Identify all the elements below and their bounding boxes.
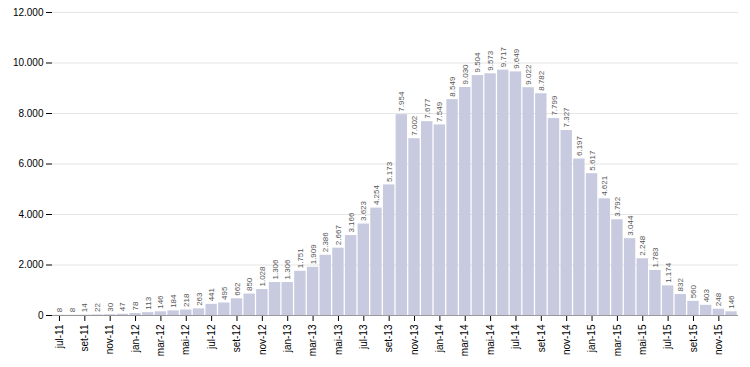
svg-text:jul-14: jul-14: [510, 324, 521, 350]
svg-text:662: 662: [233, 282, 242, 296]
svg-text:mar-12: mar-12: [155, 324, 166, 356]
svg-text:nov-12: nov-12: [257, 324, 268, 355]
svg-text:560: 560: [689, 284, 698, 298]
svg-text:nov-13: nov-13: [409, 324, 420, 355]
svg-text:jan-12: jan-12: [130, 324, 141, 353]
svg-text:146: 146: [156, 295, 165, 309]
svg-text:184: 184: [169, 294, 178, 308]
svg-text:6.197: 6.197: [575, 135, 584, 156]
svg-text:1.306: 1.306: [283, 259, 292, 280]
svg-text:7.799: 7.799: [550, 95, 559, 116]
svg-text:jul-12: jul-12: [206, 324, 217, 350]
svg-text:mai-15: mai-15: [637, 324, 648, 355]
svg-text:8: 8: [68, 307, 77, 312]
svg-text:jul-15: jul-15: [662, 324, 673, 350]
svg-text:8.782: 8.782: [537, 70, 546, 91]
svg-text:403: 403: [702, 288, 711, 302]
svg-text:850: 850: [245, 277, 254, 291]
svg-text:9.504: 9.504: [473, 52, 482, 73]
svg-text:2.667: 2.667: [334, 225, 343, 246]
svg-text:4.254: 4.254: [372, 185, 381, 206]
svg-text:nov-15: nov-15: [713, 324, 724, 355]
svg-text:5.617: 5.617: [588, 150, 597, 171]
svg-text:2.000: 2.000: [18, 259, 43, 270]
svg-text:set-13: set-13: [383, 324, 394, 352]
svg-text:1.028: 1.028: [258, 266, 267, 287]
svg-text:7.327: 7.327: [562, 107, 571, 128]
svg-text:1.783: 1.783: [651, 247, 660, 268]
svg-text:9.573: 9.573: [486, 50, 495, 71]
svg-text:set-12: set-12: [231, 324, 242, 352]
svg-text:7.549: 7.549: [435, 101, 444, 122]
svg-text:jan-14: jan-14: [434, 324, 445, 353]
svg-text:495: 495: [220, 286, 229, 300]
svg-text:7.954: 7.954: [397, 91, 406, 112]
svg-text:2.386: 2.386: [321, 232, 330, 253]
svg-text:set-14: set-14: [536, 324, 547, 352]
svg-text:263: 263: [195, 292, 204, 306]
svg-text:mai-13: mai-13: [333, 324, 344, 355]
svg-text:9.022: 9.022: [524, 64, 533, 85]
svg-text:5.173: 5.173: [385, 161, 394, 182]
svg-text:jul-13: jul-13: [358, 324, 369, 350]
svg-text:3.623: 3.623: [359, 200, 368, 221]
svg-text:1.306: 1.306: [271, 259, 280, 280]
svg-text:4.000: 4.000: [18, 209, 43, 220]
svg-text:mai-14: mai-14: [485, 324, 496, 355]
svg-text:3.166: 3.166: [347, 212, 356, 233]
svg-text:1.174: 1.174: [664, 262, 673, 283]
svg-text:mar-15: mar-15: [612, 324, 623, 356]
svg-text:146: 146: [727, 295, 736, 309]
svg-text:47: 47: [118, 302, 127, 311]
svg-text:jan-13: jan-13: [282, 324, 293, 353]
svg-text:8.549: 8.549: [448, 76, 457, 97]
svg-text:113: 113: [144, 296, 153, 309]
svg-text:832: 832: [676, 278, 685, 292]
svg-text:8.000: 8.000: [18, 108, 43, 119]
svg-text:9.717: 9.717: [499, 47, 508, 68]
svg-text:7.677: 7.677: [423, 98, 432, 119]
svg-text:set-15: set-15: [688, 324, 699, 352]
svg-text:1.909: 1.909: [309, 244, 318, 265]
svg-text:nov-14: nov-14: [561, 324, 572, 355]
svg-text:10.000: 10.000: [13, 57, 44, 68]
svg-text:nov-11: nov-11: [104, 324, 115, 354]
svg-text:12.000: 12.000: [13, 7, 44, 18]
svg-text:22: 22: [93, 302, 102, 311]
svg-text:248: 248: [714, 292, 723, 306]
svg-text:441: 441: [207, 287, 216, 301]
svg-text:6.000: 6.000: [18, 158, 43, 169]
svg-text:8: 8: [55, 307, 64, 312]
svg-text:78: 78: [131, 301, 140, 310]
svg-text:218: 218: [182, 293, 191, 307]
svg-text:9.649: 9.649: [512, 48, 521, 69]
svg-text:3.792: 3.792: [613, 196, 622, 217]
svg-text:14: 14: [80, 303, 89, 312]
svg-text:1.751: 1.751: [296, 248, 305, 269]
svg-text:mar-14: mar-14: [459, 324, 470, 356]
svg-text:set-11: set-11: [79, 324, 90, 351]
svg-text:jan-15: jan-15: [586, 324, 597, 353]
svg-text:9.030: 9.030: [461, 64, 470, 85]
svg-text:mar-13: mar-13: [307, 324, 318, 356]
svg-text:4.621: 4.621: [600, 175, 609, 196]
svg-text:mai-12: mai-12: [180, 324, 191, 355]
svg-text:30: 30: [106, 302, 115, 311]
svg-text:7.002: 7.002: [410, 115, 419, 136]
svg-text:0: 0: [38, 310, 44, 321]
svg-text:jul-11: jul-11: [54, 324, 65, 349]
svg-text:3.044: 3.044: [626, 215, 635, 236]
svg-text:2.248: 2.248: [638, 235, 647, 256]
